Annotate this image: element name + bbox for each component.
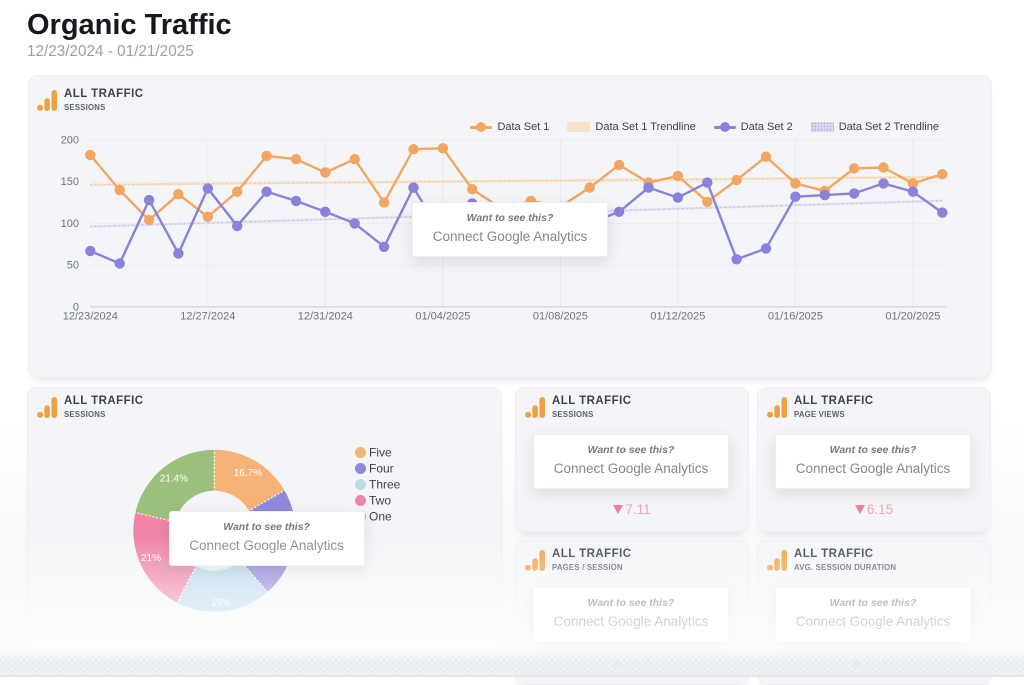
svg-text:12/31/2024: 12/31/2024	[298, 311, 353, 323]
svg-text:0: 0	[73, 301, 79, 313]
svg-text:200: 200	[61, 135, 79, 147]
svg-text:01/16/2025: 01/16/2025	[768, 311, 823, 323]
svg-text:Three: Three	[369, 478, 401, 492]
svg-text:19%: 19%	[211, 598, 231, 609]
svg-text:01/08/2025: 01/08/2025	[533, 311, 588, 323]
svg-text:01/12/2025: 01/12/2025	[650, 311, 705, 323]
svg-text:01/20/2025: 01/20/2025	[885, 311, 940, 323]
svg-text:21%: 21%	[141, 553, 161, 564]
svg-text:150: 150	[61, 176, 79, 188]
svg-text:Two: Two	[369, 494, 391, 508]
svg-text:Five: Five	[369, 446, 392, 460]
svg-text:100: 100	[61, 218, 79, 230]
svg-text:12/23/2024: 12/23/2024	[63, 311, 118, 323]
svg-text:Four: Four	[369, 462, 394, 476]
svg-text:One: One	[369, 510, 392, 524]
svg-text:01/04/2025: 01/04/2025	[415, 311, 470, 323]
svg-text:21.4%: 21.4%	[160, 474, 188, 485]
svg-text:16.7%: 16.7%	[234, 468, 262, 479]
svg-text:12/27/2024: 12/27/2024	[180, 311, 235, 323]
svg-text:50: 50	[67, 260, 79, 272]
